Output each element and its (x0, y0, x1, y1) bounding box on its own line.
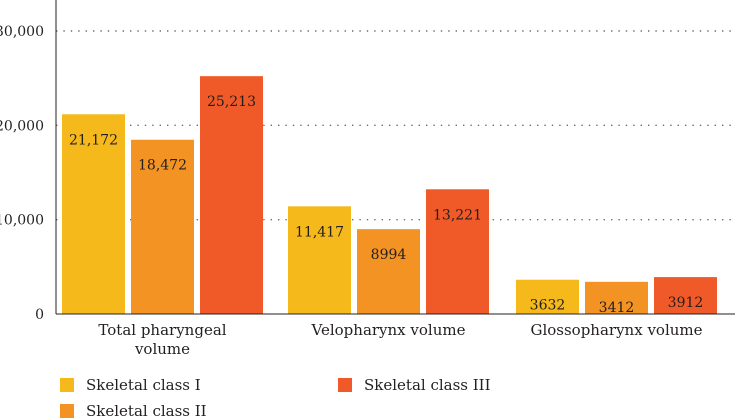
bar-value-label: 3632 (530, 298, 566, 314)
y-tick-label: 10,000 (0, 213, 44, 229)
bar (200, 76, 263, 314)
bars (62, 76, 717, 314)
x-category-label: Velopharynx volume (311, 321, 466, 339)
bar-value-label: 11,417 (295, 224, 344, 240)
y-tick-label: 0 (35, 307, 44, 323)
legend-swatch-class-2 (60, 404, 74, 418)
bar (654, 277, 717, 314)
bar (585, 281, 648, 314)
legend: Skeletal class I Skeletal class II Skele… (0, 374, 735, 420)
bar-value-label: 18,472 (138, 158, 187, 174)
bar-chart: 0 10,000 20,000 30,000 21,172 18,472 25,213 11… (0, 0, 735, 358)
bar-value-label: 8994 (371, 247, 407, 263)
y-axis-ticks: 0 10,000 20,000 30,000 (0, 24, 44, 323)
x-category-label: Total pharyngeal (98, 321, 226, 339)
legend-item-class-2: Skeletal class II (60, 402, 207, 420)
bar-value-label: 13,221 (433, 207, 482, 223)
bar-value-label: 21,172 (69, 132, 118, 148)
bar (131, 139, 194, 314)
bar (426, 189, 489, 314)
y-tick-label: 20,000 (0, 118, 44, 134)
x-category-label: volume (134, 340, 190, 358)
y-tick-label: 30,000 (0, 24, 44, 40)
bar-value-label: 3412 (599, 300, 635, 316)
bar-value-label: 3912 (668, 295, 704, 311)
bar-value-label: 25,213 (207, 94, 256, 110)
legend-label-class-1: Skeletal class I (86, 376, 201, 394)
bar-value-labels: 21,172 18,472 25,213 11,417 8994 13,221 3632 34… (69, 94, 703, 316)
bar (516, 279, 579, 314)
legend-label-class-3: Skeletal class III (364, 376, 491, 394)
bar (62, 114, 125, 314)
bar (357, 229, 420, 314)
legend-swatch-class-1 (60, 378, 74, 392)
bar (288, 206, 351, 314)
x-category-label: Glossopharynx volume (530, 321, 702, 339)
legend-item-class-1: Skeletal class I (60, 376, 201, 394)
legend-swatch-class-3 (338, 378, 352, 392)
legend-label-class-2: Skeletal class II (86, 402, 207, 420)
legend-item-class-3: Skeletal class III (338, 376, 491, 394)
